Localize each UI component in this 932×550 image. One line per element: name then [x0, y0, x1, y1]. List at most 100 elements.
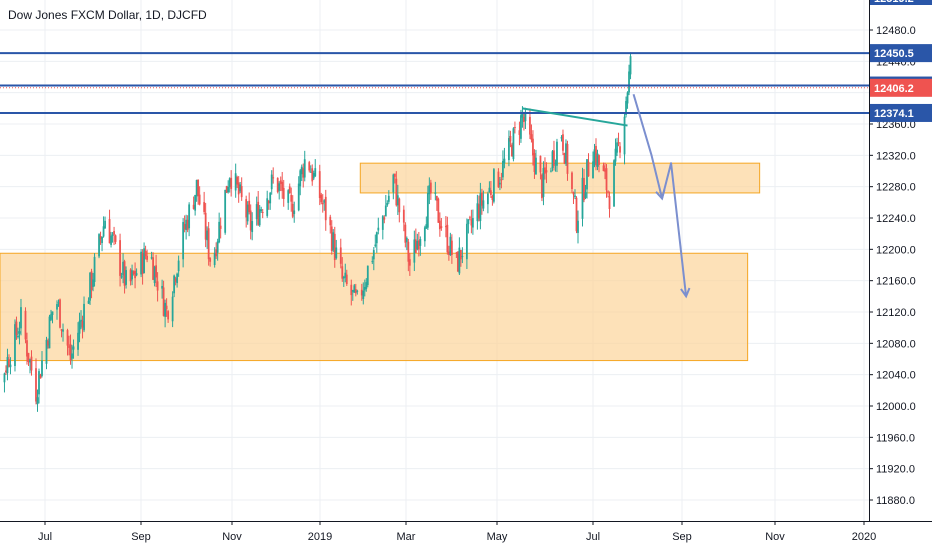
candle-down [440, 226, 443, 228]
candle-up [386, 203, 389, 206]
candle-up [206, 230, 209, 241]
candle-up [614, 148, 617, 162]
candle-down [602, 165, 605, 172]
candle-up [255, 204, 258, 220]
candle-down [417, 240, 420, 250]
candle-down [279, 180, 282, 184]
price-tick-label: 11960.0 [876, 432, 915, 444]
candle-up [303, 159, 306, 178]
horizontal-levels[interactable] [0, 52, 869, 114]
candle-down [532, 138, 534, 156]
candle-down [290, 194, 293, 202]
time-tick-label[interactable]: Mar [397, 531, 416, 543]
drawings[interactable] [522, 93, 691, 299]
candle-up [111, 234, 114, 236]
candle-down [108, 219, 111, 244]
candle-up [287, 190, 290, 203]
time-tick-label[interactable]: Jul [38, 531, 52, 543]
time-tick-label[interactable]: Nov [222, 531, 242, 543]
candle-down [350, 284, 353, 296]
candle-down [459, 249, 462, 260]
candle-up [362, 290, 365, 300]
candle-up [140, 251, 142, 275]
candle-up [488, 187, 491, 192]
candle-up [57, 302, 60, 304]
price-axis[interactable]: 12480.012440.012400.012360.012320.012280… [869, 25, 916, 507]
candle-up [62, 329, 64, 332]
projection-arrowhead [655, 189, 666, 201]
candle-down [288, 186, 291, 194]
chart-title: Dow Jones FXCM Dollar, 1D, DJCFD [8, 8, 207, 22]
candle-down [27, 352, 30, 363]
candle-down [215, 249, 218, 257]
candle-up [461, 256, 464, 258]
candle-up [628, 71, 630, 93]
candle-up [29, 359, 31, 363]
time-tick-label[interactable]: Nov [765, 531, 785, 543]
candle-down [24, 310, 27, 340]
candle-down [455, 252, 458, 254]
upper-zone[interactable] [359, 162, 761, 194]
candle-down [302, 168, 305, 178]
price-tick-label: 12320.0 [876, 150, 916, 162]
time-tick-label[interactable]: 2019 [308, 531, 332, 543]
candle-up [251, 221, 254, 233]
candle-up [613, 160, 615, 207]
candle-up [584, 192, 587, 198]
candle-up [48, 316, 51, 349]
candle-up [131, 270, 133, 280]
zones[interactable] [0, 162, 761, 362]
candle-up [87, 300, 90, 304]
candle-up [224, 189, 227, 233]
time-tick-label[interactable]: Jul [586, 531, 600, 543]
candle-down [230, 177, 233, 189]
candle-down [318, 171, 321, 199]
candle-down [225, 185, 228, 193]
candle-up [188, 204, 191, 229]
candle-up [554, 162, 557, 164]
candle-up [234, 173, 237, 191]
price-tick-label: 12120.0 [876, 307, 916, 319]
time-tick-label[interactable]: Sep [672, 531, 692, 543]
top-cut-label: 12519.2 [874, 0, 914, 5]
candle-up [520, 115, 522, 139]
candle-up [102, 226, 105, 237]
candle-down [219, 225, 222, 229]
candle-up [38, 371, 40, 395]
candle-up [499, 182, 501, 185]
candle-down [607, 191, 609, 193]
candle-up [260, 209, 263, 212]
candle-down [291, 203, 294, 217]
candle-down [261, 212, 264, 214]
price-tick-label: 12160.0 [876, 276, 916, 288]
candle-down [162, 287, 165, 316]
candle-up [278, 183, 281, 191]
candle-down [123, 261, 126, 286]
time-axis[interactable]: Jul Sep Nov 2019 Mar May Jul Sep Nov 2020 [38, 521, 876, 543]
candle-up [80, 319, 82, 322]
candle-up [377, 227, 380, 231]
time-tick-label[interactable]: Sep [131, 531, 151, 543]
price-tick-label: 12000.0 [876, 401, 916, 413]
candle-down [490, 190, 492, 195]
candle-up [423, 227, 426, 242]
candle-down [511, 144, 513, 157]
time-tick-label[interactable]: 2020 [852, 531, 876, 543]
top-cut-label-box [870, 0, 932, 5]
current-price-label: 12406.2 [874, 83, 914, 95]
current-price-box [870, 78, 932, 97]
candle-up [110, 235, 112, 245]
candle-down [491, 196, 494, 200]
time-tick-label[interactable]: May [487, 531, 508, 543]
candle-up [269, 192, 272, 204]
candle-down [144, 251, 147, 257]
candle-down [60, 329, 63, 331]
trendline[interactable] [522, 107, 628, 127]
candle-up [143, 248, 145, 273]
candle-up [18, 331, 21, 334]
candle-down [408, 259, 411, 266]
candle-up [20, 307, 22, 329]
candle-down [608, 196, 611, 209]
candle-down [404, 224, 407, 243]
